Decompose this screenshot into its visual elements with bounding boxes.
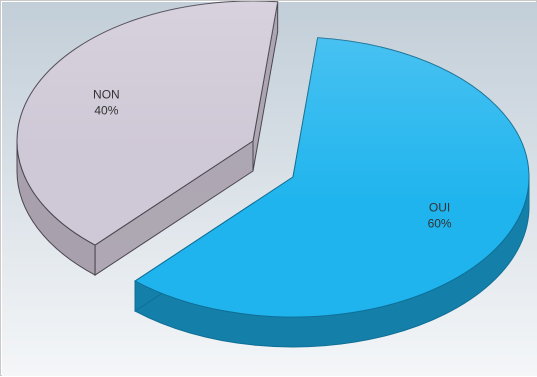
slice-label-oui: OUI: [429, 201, 450, 215]
pie-slice-oui: [134, 37, 530, 348]
slice-label-non: NON: [93, 87, 120, 101]
slice-value-non: 40%: [94, 103, 118, 117]
labels-layer: NON 40% OUI 60%: [93, 87, 452, 230]
slice-gloss-non: [17, 1, 278, 246]
slice-value-oui: 60%: [428, 217, 452, 231]
slices-layer: [16, 1, 530, 348]
pie-slice-non: [16, 1, 279, 276]
slice-gloss-oui: [135, 37, 529, 317]
